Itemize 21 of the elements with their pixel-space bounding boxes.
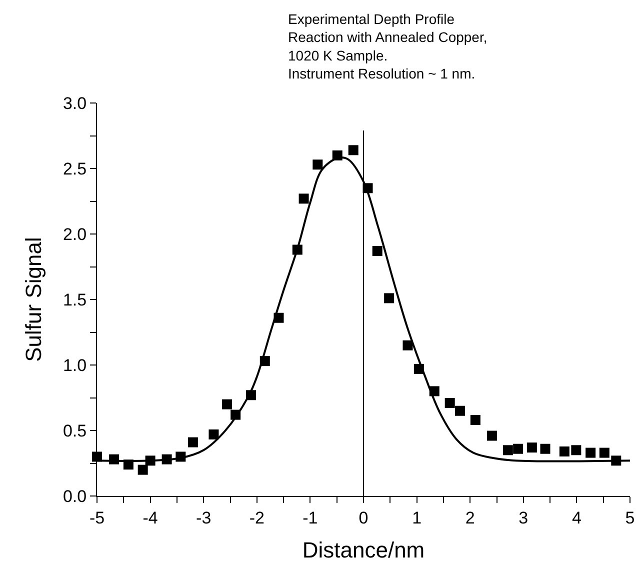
- y-tick-label: 1.0: [62, 356, 87, 375]
- x-tick-label: 1: [412, 508, 422, 528]
- y-tick-label: 2.5: [62, 159, 87, 178]
- y-tick-label: 1.5: [62, 290, 87, 310]
- x-tick-label: 4: [572, 508, 582, 528]
- x-tick-label: -3: [196, 508, 212, 528]
- x-tick-label: 3: [518, 508, 528, 528]
- y-tick-label: 2.0: [62, 224, 87, 244]
- text: Experimental Depth Profile Reaction with Annealed Copper, 1020 K Sample. Instrument Resolution ~ 1 nm.: [288, 11, 488, 82]
- y-tick-label: 0.5: [62, 421, 87, 440]
- x-axis-title: Distance/nm: [302, 537, 425, 562]
- x-tick-label: -1: [302, 508, 318, 528]
- x-tick-label: -4: [142, 508, 158, 528]
- y-tick-label: 0.0: [62, 486, 87, 506]
- y-axis-title: Sulfur Signal: [20, 237, 46, 362]
- x-tick-label: 2: [465, 508, 475, 528]
- y-tick-label: 3.0: [62, 94, 87, 113]
- x-tick-label: 0: [358, 508, 368, 528]
- x-tick-label: -5: [89, 508, 105, 528]
- x-tick-label: -2: [249, 508, 264, 528]
- x-tick-label: 5: [625, 508, 635, 528]
